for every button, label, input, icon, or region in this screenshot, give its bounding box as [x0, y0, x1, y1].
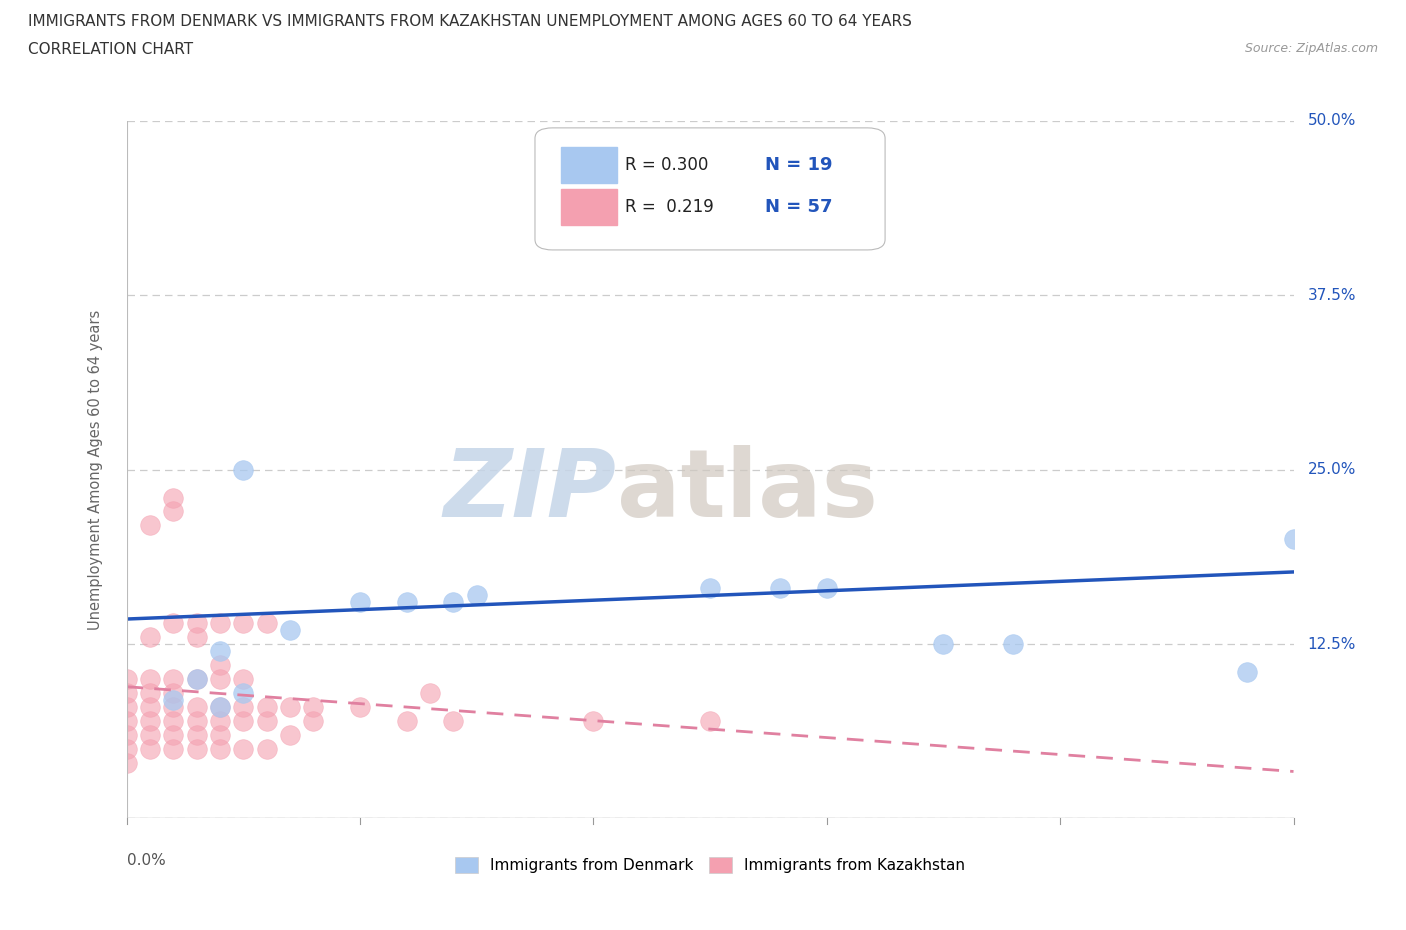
- Point: [232, 616, 254, 631]
- Text: ZIP: ZIP: [444, 445, 617, 537]
- Text: N = 57: N = 57: [765, 198, 832, 216]
- Legend: Immigrants from Denmark, Immigrants from Kazakhstan: Immigrants from Denmark, Immigrants from…: [447, 849, 973, 881]
- Point: [139, 671, 162, 686]
- Point: [699, 580, 721, 596]
- Point: [186, 616, 208, 631]
- Point: [232, 699, 254, 714]
- Text: 50.0%: 50.0%: [1308, 113, 1355, 128]
- Point: [208, 658, 231, 672]
- Text: 25.0%: 25.0%: [1308, 462, 1355, 477]
- Point: [699, 713, 721, 728]
- Point: [465, 588, 488, 603]
- Point: [162, 727, 184, 742]
- Point: [115, 671, 138, 686]
- Point: [932, 637, 955, 652]
- FancyBboxPatch shape: [534, 128, 886, 250]
- Point: [162, 616, 184, 631]
- Point: [278, 699, 301, 714]
- Point: [162, 671, 184, 686]
- Text: atlas: atlas: [617, 445, 877, 537]
- Text: 12.5%: 12.5%: [1308, 636, 1355, 652]
- Point: [162, 490, 184, 505]
- Point: [186, 713, 208, 728]
- Point: [208, 671, 231, 686]
- Text: 37.5%: 37.5%: [1308, 287, 1355, 303]
- Point: [349, 595, 371, 610]
- Point: [139, 699, 162, 714]
- Point: [115, 699, 138, 714]
- Point: [139, 713, 162, 728]
- Point: [186, 741, 208, 756]
- Point: [1002, 637, 1025, 652]
- Point: [115, 713, 138, 728]
- Y-axis label: Unemployment Among Ages 60 to 64 years: Unemployment Among Ages 60 to 64 years: [89, 310, 103, 630]
- Point: [302, 699, 325, 714]
- Point: [162, 699, 184, 714]
- Point: [115, 727, 138, 742]
- Point: [232, 741, 254, 756]
- Point: [815, 580, 838, 596]
- Point: [441, 713, 464, 728]
- Point: [208, 727, 231, 742]
- Point: [115, 755, 138, 770]
- Text: R = 0.300: R = 0.300: [624, 156, 709, 174]
- Point: [208, 616, 231, 631]
- Point: [278, 727, 301, 742]
- Text: Source: ZipAtlas.com: Source: ZipAtlas.com: [1244, 42, 1378, 55]
- Point: [208, 644, 231, 658]
- Point: [232, 462, 254, 477]
- Point: [582, 713, 605, 728]
- FancyBboxPatch shape: [561, 189, 617, 225]
- Point: [769, 580, 792, 596]
- Point: [139, 630, 162, 644]
- Point: [208, 699, 231, 714]
- Point: [441, 595, 464, 610]
- Point: [139, 727, 162, 742]
- Point: [278, 623, 301, 638]
- Text: N = 19: N = 19: [765, 156, 832, 174]
- Point: [162, 741, 184, 756]
- Point: [395, 595, 418, 610]
- Text: CORRELATION CHART: CORRELATION CHART: [28, 42, 193, 57]
- Point: [208, 741, 231, 756]
- Point: [232, 685, 254, 700]
- Text: 0.0%: 0.0%: [127, 854, 166, 869]
- Point: [302, 713, 325, 728]
- Point: [256, 699, 278, 714]
- Point: [256, 713, 278, 728]
- Point: [395, 713, 418, 728]
- Point: [162, 504, 184, 519]
- Point: [115, 741, 138, 756]
- Point: [256, 616, 278, 631]
- Point: [186, 671, 208, 686]
- Point: [162, 685, 184, 700]
- Point: [115, 685, 138, 700]
- Point: [1236, 664, 1258, 679]
- Point: [139, 741, 162, 756]
- Point: [582, 225, 605, 240]
- Point: [139, 685, 162, 700]
- Point: [186, 727, 208, 742]
- Point: [419, 685, 441, 700]
- Point: [208, 699, 231, 714]
- Point: [349, 699, 371, 714]
- Text: IMMIGRANTS FROM DENMARK VS IMMIGRANTS FROM KAZAKHSTAN UNEMPLOYMENT AMONG AGES 60: IMMIGRANTS FROM DENMARK VS IMMIGRANTS FR…: [28, 14, 912, 29]
- Point: [232, 713, 254, 728]
- Point: [186, 699, 208, 714]
- Point: [186, 630, 208, 644]
- Point: [139, 518, 162, 533]
- Point: [1282, 532, 1305, 547]
- Point: [232, 671, 254, 686]
- Point: [162, 713, 184, 728]
- Point: [162, 692, 184, 707]
- FancyBboxPatch shape: [561, 147, 617, 183]
- Point: [256, 741, 278, 756]
- Text: R =  0.219: R = 0.219: [624, 198, 714, 216]
- Point: [186, 671, 208, 686]
- Point: [208, 713, 231, 728]
